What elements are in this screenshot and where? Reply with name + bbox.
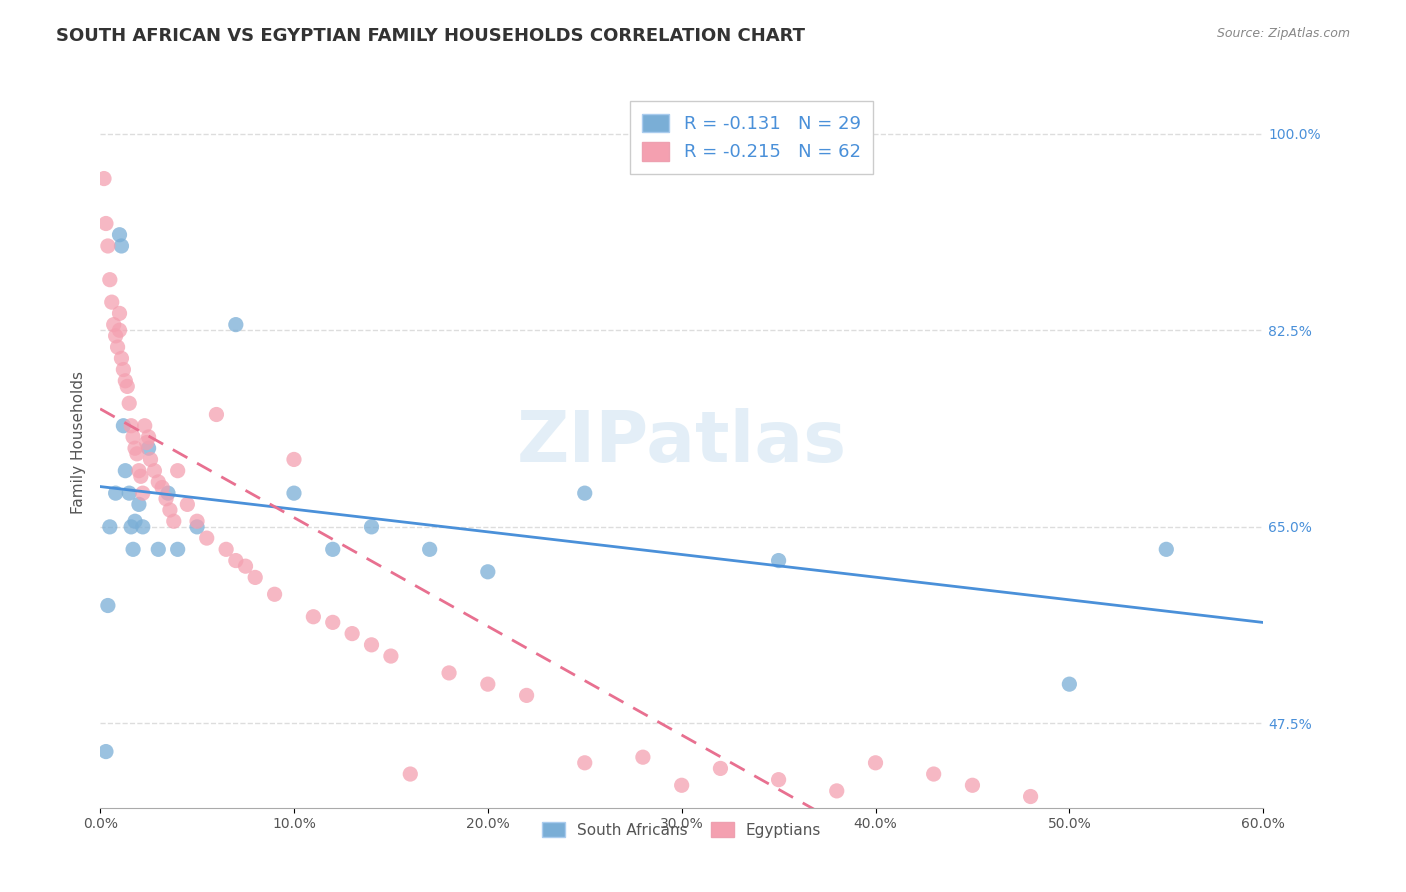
Point <box>148 542 170 557</box>
Point <box>112 362 135 376</box>
Point <box>419 542 441 557</box>
Point <box>176 497 198 511</box>
Point <box>302 609 325 624</box>
Point <box>138 430 160 444</box>
Point <box>125 447 148 461</box>
Point <box>97 599 120 613</box>
Point <box>104 329 127 343</box>
Point <box>129 469 152 483</box>
Point <box>163 514 186 528</box>
Point <box>1156 542 1178 557</box>
Point <box>322 542 344 557</box>
Point <box>360 520 382 534</box>
Point <box>631 750 654 764</box>
Point <box>108 323 131 337</box>
Point <box>98 273 121 287</box>
Point <box>166 542 188 557</box>
Point <box>150 481 173 495</box>
Point <box>112 418 135 433</box>
Point <box>155 491 177 506</box>
Point <box>139 452 162 467</box>
Point <box>124 441 146 455</box>
Point <box>134 418 156 433</box>
Point <box>195 531 218 545</box>
Point <box>215 542 238 557</box>
Point <box>120 520 142 534</box>
Point <box>159 503 181 517</box>
Point <box>110 239 132 253</box>
Point <box>477 565 499 579</box>
Point <box>97 239 120 253</box>
Point <box>108 306 131 320</box>
Point <box>360 638 382 652</box>
Point <box>128 497 150 511</box>
Point <box>108 227 131 242</box>
Point <box>245 570 267 584</box>
Point <box>117 379 139 393</box>
Text: ZIPatlas: ZIPatlas <box>516 409 846 477</box>
Point <box>671 778 693 792</box>
Point <box>98 520 121 534</box>
Point <box>283 452 305 467</box>
Point <box>477 677 499 691</box>
Y-axis label: Family Households: Family Households <box>72 371 86 514</box>
Point <box>825 784 848 798</box>
Point <box>135 435 157 450</box>
Point <box>114 464 136 478</box>
Point <box>114 374 136 388</box>
Point <box>962 778 984 792</box>
Point <box>132 520 155 534</box>
Point <box>104 486 127 500</box>
Point <box>340 626 363 640</box>
Point <box>128 464 150 478</box>
Point <box>399 767 422 781</box>
Point <box>1019 789 1042 804</box>
Point <box>516 689 538 703</box>
Point <box>768 553 790 567</box>
Point <box>110 351 132 366</box>
Point <box>138 441 160 455</box>
Point <box>107 340 129 354</box>
Point <box>235 559 257 574</box>
Point <box>225 553 247 567</box>
Point <box>94 745 117 759</box>
Point <box>225 318 247 332</box>
Point <box>166 464 188 478</box>
Point <box>93 171 115 186</box>
Point <box>122 430 145 444</box>
Point <box>148 475 170 489</box>
Point <box>94 217 117 231</box>
Point <box>122 542 145 557</box>
Point <box>574 756 596 770</box>
Point <box>922 767 945 781</box>
Point <box>263 587 285 601</box>
Legend: South Africans, Egyptians: South Africans, Egyptians <box>536 815 827 844</box>
Point <box>865 756 887 770</box>
Point <box>283 486 305 500</box>
Point <box>205 408 228 422</box>
Point <box>322 615 344 630</box>
Point <box>132 486 155 500</box>
Point <box>143 464 166 478</box>
Point <box>768 772 790 787</box>
Point <box>118 396 141 410</box>
Point <box>120 418 142 433</box>
Point <box>100 295 122 310</box>
Point <box>380 649 402 664</box>
Point <box>156 486 179 500</box>
Point <box>103 318 125 332</box>
Text: Source: ZipAtlas.com: Source: ZipAtlas.com <box>1216 27 1350 40</box>
Point <box>437 665 460 680</box>
Point <box>124 514 146 528</box>
Text: SOUTH AFRICAN VS EGYPTIAN FAMILY HOUSEHOLDS CORRELATION CHART: SOUTH AFRICAN VS EGYPTIAN FAMILY HOUSEHO… <box>56 27 806 45</box>
Point <box>118 486 141 500</box>
Point <box>186 514 208 528</box>
Point <box>186 520 208 534</box>
Point <box>574 486 596 500</box>
Point <box>709 761 731 775</box>
Point <box>1059 677 1081 691</box>
